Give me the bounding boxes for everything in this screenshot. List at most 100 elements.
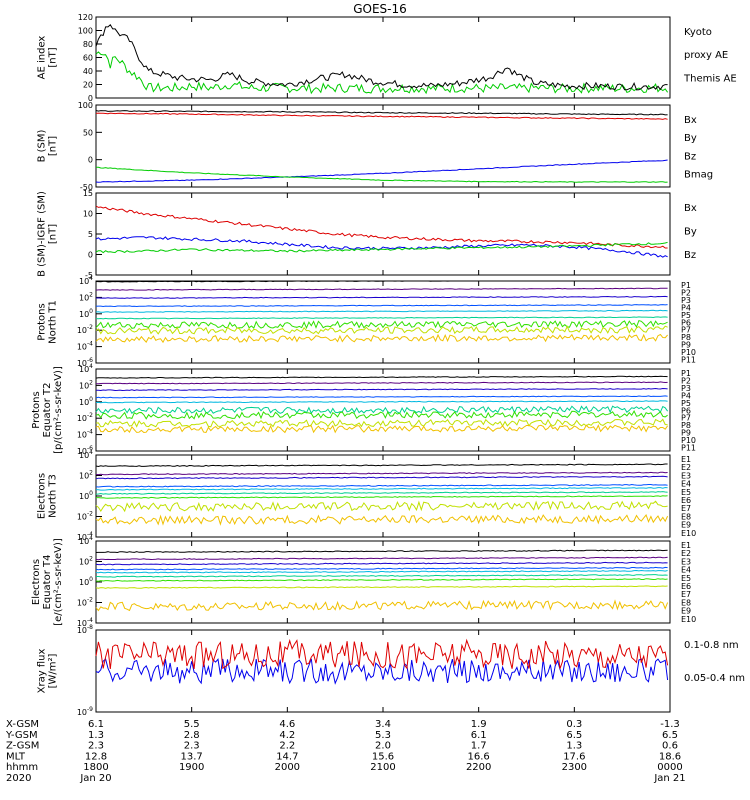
y-axis-label: North T3 xyxy=(48,474,59,518)
y-axis-label: AE index xyxy=(37,36,48,80)
y-tick-label: 102 xyxy=(79,556,93,567)
ephemeris-value: 2.3 xyxy=(184,741,200,752)
en_levels-ch3 xyxy=(95,475,668,480)
y-tick-label: 40 xyxy=(83,67,93,76)
ephemeris-value: 1.3 xyxy=(88,730,104,741)
y-tick-label: 5 xyxy=(88,230,93,239)
ephemeris-value: 0.3 xyxy=(566,719,582,730)
ee_levels-ch8 xyxy=(95,585,668,589)
y-tick-label: 100 xyxy=(79,308,93,319)
ephemeris-label: X-GSM xyxy=(6,719,39,730)
y-axis-label: North T1 xyxy=(48,300,59,344)
ephemeris-value: 13.7 xyxy=(181,751,203,762)
ephemeris-value: 3.4 xyxy=(375,719,391,730)
y-axis-label: Equator T2 xyxy=(42,383,53,438)
series-bmag xyxy=(95,110,668,116)
series-xray-long xyxy=(95,638,669,670)
ee_levels-ch6 xyxy=(96,574,668,578)
y-tick-label: 102 xyxy=(79,379,93,390)
ephemeris-value: 14.7 xyxy=(276,751,298,762)
ephemeris-label: Y-GSM xyxy=(5,730,38,741)
ee_levels-ch9 xyxy=(95,599,669,612)
y-tick-label: -5 xyxy=(85,271,93,280)
ephemeris-value: 2.0 xyxy=(375,741,391,752)
ephemeris-label: hhmm xyxy=(6,762,38,773)
panel-xray: 10-9 10-8 Xray flux [W/m²] 0.1-0.8 nm 0.05-0.… xyxy=(37,624,746,717)
y-tick-label: 104 xyxy=(79,535,93,546)
series-dbz xyxy=(95,205,668,249)
series-by xyxy=(95,166,668,183)
y-tick-label: 10-2 xyxy=(77,597,93,608)
pe_levels-ch9 xyxy=(95,424,669,434)
y-axis-label: [p/(cm²-s-sr-keV)] xyxy=(53,366,64,454)
panel-en: 10-4 10-2 100 102 104 Electrons North T3 E1E2E3… xyxy=(37,449,697,542)
ephemeris-value: 1.9 xyxy=(471,719,487,730)
y-tick-label: 10-9 xyxy=(77,706,93,717)
legend-E1: E1 xyxy=(681,455,691,464)
y-tick-label: 100 xyxy=(79,576,93,587)
y-tick-label: 102 xyxy=(79,470,93,481)
legend-E6: E6 xyxy=(681,496,691,505)
series-themis-ae xyxy=(95,24,668,91)
pe_levels-ch2 xyxy=(95,381,668,385)
ephemeris-value: 2.3 xyxy=(88,741,104,752)
ephemeris-value: Jan 20 xyxy=(79,773,111,784)
y-tick-label: 10-6 xyxy=(77,357,93,368)
ephemeris-value: 1800 xyxy=(83,762,108,773)
ephemeris-value: 6.5 xyxy=(662,730,678,741)
legend-item: Bmag xyxy=(684,170,713,181)
legend-E4: E4 xyxy=(681,480,691,489)
y-tick-label: 100 xyxy=(79,396,93,407)
en_levels-ch9 xyxy=(95,514,669,526)
legend-item: By xyxy=(684,226,697,237)
legend-P6: P6 xyxy=(681,406,691,415)
y-tick-label: 80 xyxy=(83,40,93,49)
ephemeris-value: 0.6 xyxy=(662,741,678,752)
ephemeris-footer: X-GSM 6.1 5.5 4.6 3.4 1.9 0.3 -1.3 Y-GSM 1.3 2.8 4.… xyxy=(5,719,686,784)
y-axis-label: Equator T4 xyxy=(42,555,53,610)
y-tick-label: 60 xyxy=(83,54,93,63)
legend-item: Bx xyxy=(684,115,697,126)
y-tick-label: 100 xyxy=(78,27,93,36)
ephemeris-value: 15.6 xyxy=(372,751,394,762)
en_levels-ch1 xyxy=(95,463,668,468)
ephemeris-value: 2.2 xyxy=(279,741,295,752)
legend-item: Themis AE xyxy=(683,73,737,84)
ephemeris-value: 1.3 xyxy=(566,741,582,752)
legend-P10: P10 xyxy=(681,348,696,357)
y-tick-label: 10-2 xyxy=(77,511,93,522)
pe_levels-ch8 xyxy=(95,418,668,428)
y-tick-label: 10 xyxy=(83,210,93,219)
ephemeris-value: 4.6 xyxy=(279,719,295,730)
legend-item: proxy AE xyxy=(684,50,728,61)
y-tick-label: 0 xyxy=(88,94,93,103)
y-axis-label: Electrons xyxy=(37,473,48,519)
y-tick-label: 102 xyxy=(79,291,93,302)
ephemeris-value: 2000 xyxy=(275,762,300,773)
y-axis-label: Xray flux xyxy=(37,649,48,694)
ephemeris-value: 2300 xyxy=(562,762,587,773)
pn_levels-ch4 xyxy=(95,304,668,308)
y-axis-label: [nT] xyxy=(48,136,59,156)
y-tick-label: 104 xyxy=(79,275,93,286)
legend-item: By xyxy=(684,133,697,144)
ephemeris-value: 5.5 xyxy=(184,719,200,730)
ee_levels-ch5 xyxy=(95,569,668,574)
legend-P7: P7 xyxy=(681,414,691,423)
y-tick-label: 20 xyxy=(83,81,93,90)
series-dby xyxy=(95,241,668,254)
en_levels-ch4 xyxy=(95,483,668,488)
ephemeris-value: 2.8 xyxy=(184,730,200,741)
legend-item: Bx xyxy=(684,203,697,214)
chart-title: GOES-16 xyxy=(353,2,407,16)
legend-E7: E7 xyxy=(681,590,691,599)
y-tick-label: 15 xyxy=(83,189,93,198)
legend-P8: P8 xyxy=(681,421,691,430)
legend-P1: P1 xyxy=(681,281,691,290)
legend-P10: P10 xyxy=(681,436,696,445)
legend-E5: E5 xyxy=(681,574,691,583)
y-axis-label: Protons xyxy=(31,391,42,428)
ephemeris-value: 2100 xyxy=(370,762,395,773)
legend-E10: E10 xyxy=(681,615,696,624)
